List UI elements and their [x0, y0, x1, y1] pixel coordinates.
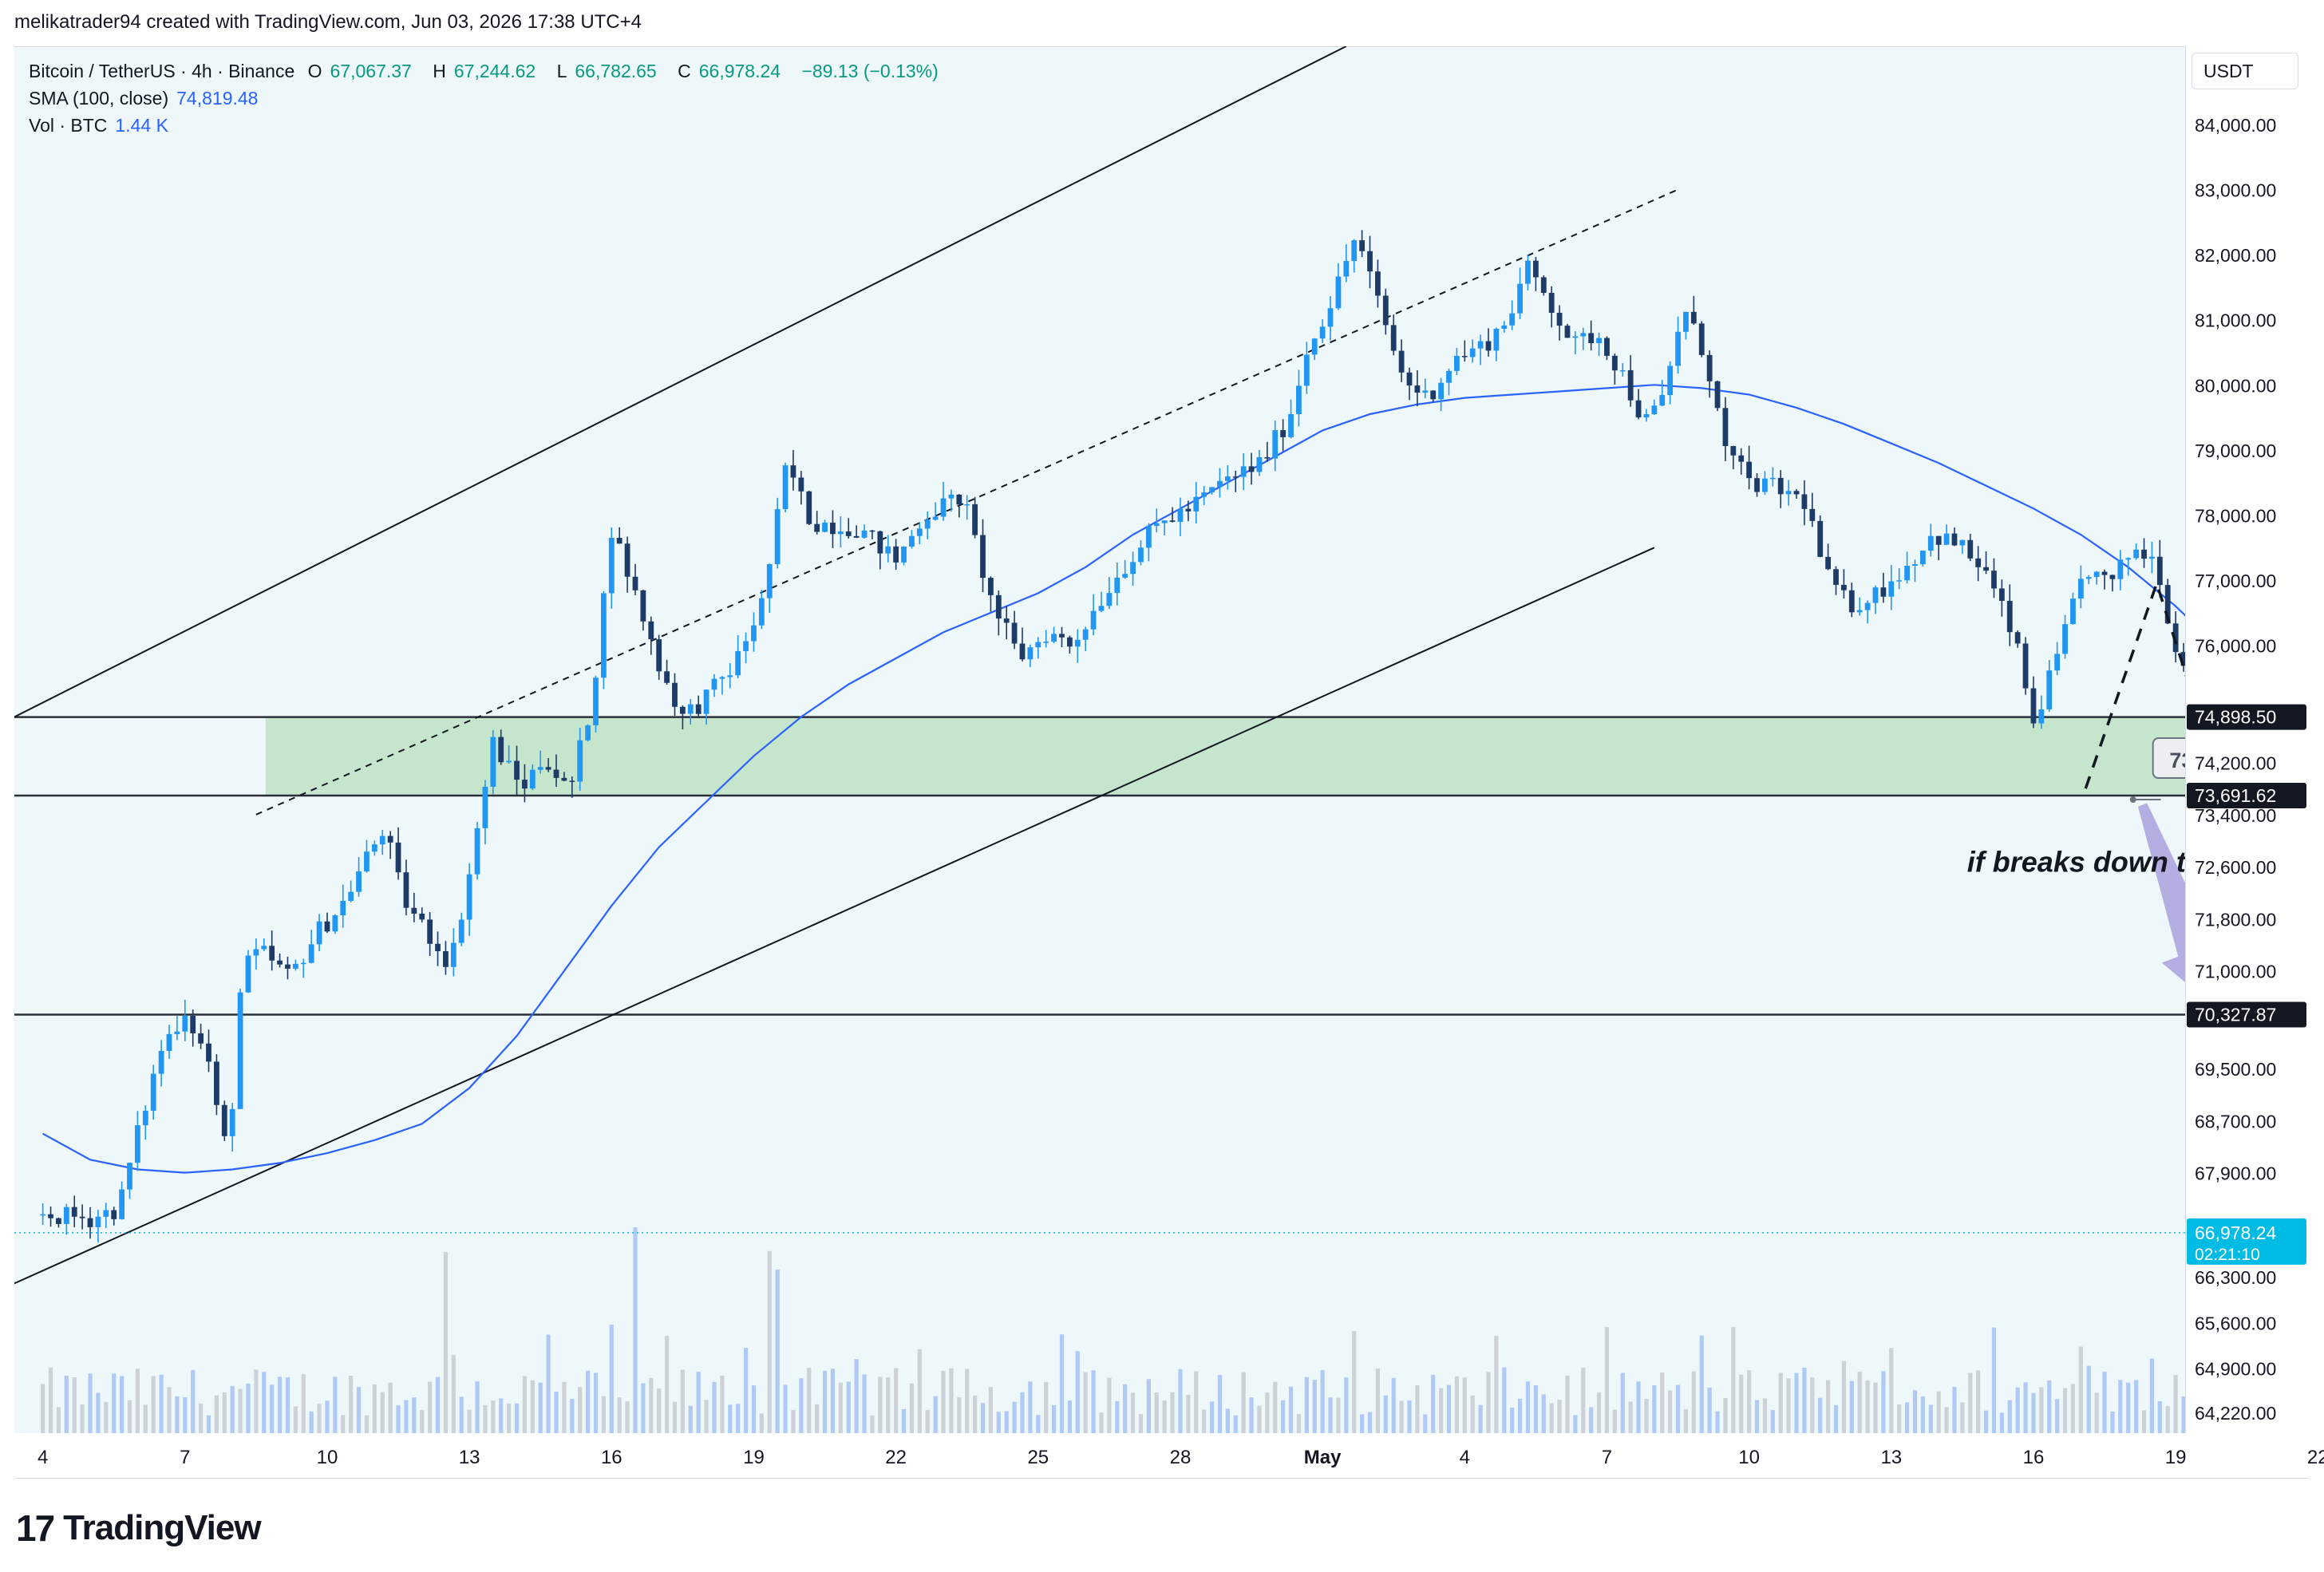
- high-label: H: [433, 61, 446, 81]
- volume-label: Vol · BTC: [29, 115, 108, 136]
- volume-bar: [2316, 1414, 2320, 1433]
- chart-pane[interactable]: [14, 46, 2185, 1435]
- tradingview-logo-icon: 17: [16, 1507, 55, 1549]
- currency-button[interactable]: USDT: [2192, 53, 2298, 89]
- time-axis[interactable]: [14, 1433, 2310, 1479]
- sma-value: 74,819.48: [176, 88, 259, 109]
- low-value: 66,782.65: [575, 61, 657, 81]
- low-label: L: [556, 61, 567, 81]
- close-value: 66,978.24: [698, 61, 781, 81]
- candle-body: [2315, 792, 2321, 800]
- volume-value: 1.44 K: [115, 115, 168, 136]
- tradingview-logo-text: TradingView: [63, 1508, 261, 1547]
- change-value: −89.13 (−0.13%): [801, 61, 939, 81]
- legend-volume-row[interactable]: Vol · BTC 1.44 K: [29, 112, 947, 139]
- time-tick-label: 22: [2307, 1447, 2324, 1468]
- sma-label: SMA (100, close): [29, 88, 169, 109]
- price-callout-box: [2310, 950, 2324, 989]
- legend-ohlc-row: Bitcoin / TetherUS · 4h · Binance O 67,06…: [29, 57, 947, 85]
- price-scale[interactable]: [2185, 46, 2310, 1433]
- attribution-text: melikatrader94 created with TradingView.…: [14, 11, 642, 33]
- close-label: C: [678, 61, 691, 81]
- tradingview-logo[interactable]: 17 TradingView: [16, 1504, 262, 1552]
- legend-symbol[interactable]: Bitcoin / TetherUS · 4h · Binance: [29, 61, 295, 81]
- open-label: O: [307, 61, 322, 81]
- chart-legend: Bitcoin / TetherUS · 4h · Binance O 67,06…: [29, 57, 947, 139]
- open-value: 67,067.37: [330, 61, 412, 81]
- legend-sma-row[interactable]: SMA (100, close) 74,819.48: [29, 85, 947, 112]
- high-value: 67,244.62: [453, 61, 536, 81]
